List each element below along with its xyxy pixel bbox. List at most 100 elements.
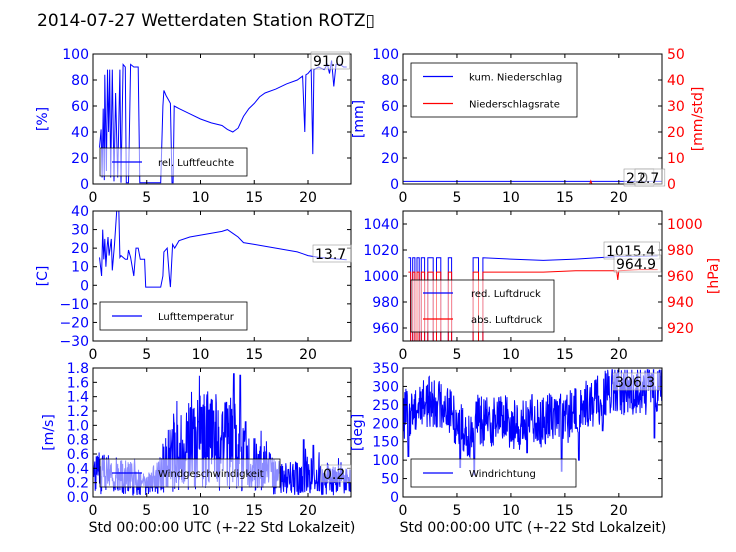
y-tick-label-pressure-2: 1000 [363,269,399,285]
panel-precipitation: 0 5 10 15 20 0 20 40 60 80 100 0 10 20 30 40 50 [mm] [mm/s… [351,47,706,206]
plot-frame-precipitation [402,53,663,185]
x-tick-label-precipitation-4: 20 [610,190,628,206]
x-tick-label-windspeed-1: 5 [142,503,151,519]
series-line-temperature-0 [99,211,347,288]
x-tick-label-temperature-0: 0 [89,347,98,363]
x-tick-label-winddirection-3: 15 [556,503,574,519]
last-value-label-precipitation-1: 2.7 [637,171,659,187]
panel-pressure: 0 5 10 15 20 960 980 1000 1020 1040 920 940 960 980 10… [363,210,722,363]
legend-winddirection: Windrichtung [410,458,577,488]
y-tick-label-winddirection-4: 200 [372,416,399,432]
y-tick-label-precipitation-5: 100 [372,47,399,63]
y-axis-label-precipitation: [mm] [351,100,367,138]
x-tick-label-humidity-0: 0 [89,190,98,206]
x-tick-label-humidity-2: 10 [192,190,210,206]
last-value-label-winddirection-0: 306.3 [615,375,655,391]
legend-label-winddirection-0: Windrichtung [469,469,536,480]
y2-axis-label-pressure: [hPa] [706,258,722,294]
y2-axis-label-precipitation: [mm/std] [690,87,706,152]
legend-label-pressure-1: abs. Luftdruck [471,315,542,326]
y2-tick-label-pressure-0: 920 [667,321,694,337]
x-tick-label-precipitation-0: 0 [399,190,408,206]
y-tick-label-pressure-1: 980 [372,295,399,311]
x-tick-label-precipitation-1: 5 [452,190,461,206]
legend-label-precipitation-1: Niederschlagsrate [469,100,560,111]
last-value-box-winddirection-0 [612,372,661,391]
y2-tick-label-precipitation-2: 20 [667,125,685,141]
y2-tick-label-precipitation-3: 30 [667,99,685,115]
y-tick-label-humidity-5: 100 [62,47,89,63]
x-tick-label-pressure-3: 15 [556,347,574,363]
x-tick-label-temperature-3: 15 [245,347,263,363]
y-tick-label-windspeed-8: 1.6 [67,375,89,391]
y2-tick-label-precipitation-1: 10 [667,151,685,167]
y-tick-label-temperature-2: −10 [59,297,89,313]
y-tick-label-humidity-1: 20 [71,151,89,167]
y-tick-label-windspeed-9: 1.8 [67,361,89,377]
last-value-box-precipitation-1 [634,168,666,187]
legend-windspeed: Windgeschwindigkeit [99,458,281,488]
y-tick-label-windspeed-7: 1.4 [67,390,89,406]
y-tick-label-windspeed-2: 0.4 [67,461,89,477]
legend-label-temperature-0: Lufttemperatur [158,312,235,323]
last-value-label-humidity-0: 91.0 [313,54,344,70]
legend-label-windspeed-0: Windgeschwindigkeit [158,469,264,480]
y-tick-label-winddirection-0: 0 [390,490,399,506]
plot-frame-windspeed [92,367,352,498]
y-tick-label-temperature-1: −20 [59,315,89,331]
legend-label-pressure-0: red. Luftdruck [471,289,541,300]
x-tick-label-winddirection-4: 20 [610,503,628,519]
y2-tick-label-precipitation-0: 0 [667,177,676,193]
y-tick-label-winddirection-7: 350 [372,361,399,377]
x-tick-label-windspeed-3: 15 [245,503,263,519]
legend-label-humidity-0: rel. Luftfeuchte [158,158,234,169]
x-tick-label-temperature-2: 10 [192,347,210,363]
last-value-label-windspeed-0: 0.2 [323,467,345,483]
y-tick-label-temperature-5: 20 [71,241,89,257]
y-tick-label-precipitation-1: 20 [381,151,399,167]
y-tick-label-windspeed-3: 0.6 [67,447,89,463]
series-line-precipitation-1 [403,179,662,184]
y-tick-label-precipitation-2: 40 [381,125,399,141]
y-tick-label-precipitation-4: 80 [381,73,399,89]
last-value-box-windspeed-0 [320,464,352,483]
last-value-label-pressure-1: 964.9 [616,257,656,273]
y2-tick-label-precipitation-4: 40 [667,73,685,89]
legend-pressure: red. Luftdruck abs. Luftdruck [410,279,555,333]
x-tick-label-temperature-4: 20 [299,347,317,363]
y2-tick-label-pressure-1: 940 [667,295,694,311]
y-tick-label-temperature-4: 10 [71,260,89,276]
y-axis-label-winddirection: [deg] [350,414,366,451]
last-value-box-humidity-0 [310,51,350,70]
panel-winddirection: 0 5 10 15 20050100150200250300350[deg]Windri… [350,361,663,519]
panel-humidity: 0 5 10 15 20 0 20 40 60 80 100 [%] rel. Luftfeuchte 9… [35,47,352,206]
y-tick-label-humidity-2: 40 [71,125,89,141]
legend-humidity: rel. Luftfeuchte [99,147,248,177]
y-tick-label-precipitation-0: 0 [390,177,399,193]
legend-temperature: Lufttemperatur [99,301,248,331]
x-tick-label-winddirection-2: 10 [502,503,520,519]
y-tick-label-pressure-3: 1020 [363,243,399,259]
last-value-box-temperature-0 [312,244,352,263]
legend-box-precipitation [410,62,578,118]
plot-frame-winddirection [402,367,663,498]
x-tick-label-pressure-2: 10 [502,347,520,363]
y-tick-label-windspeed-4: 0.8 [67,433,89,449]
series-line-pressure-1 [408,268,658,341]
legend-precipitation: kum. Niederschlag Niederschlagsrate [410,62,578,118]
x-tick-label-precipitation-3: 15 [556,190,574,206]
y2-tick-label-pressure-2: 960 [667,269,694,285]
y-tick-label-winddirection-1: 50 [381,472,399,488]
y-axis-label-humidity: [%] [35,107,51,131]
series-line-humidity-0 [99,60,347,184]
x-tick-label-windspeed-2: 10 [192,503,210,519]
y-tick-label-temperature-6: 30 [71,223,89,239]
x-tick-label-pressure-4: 20 [610,347,628,363]
x-axis-label-winddirection: Std 00:00:00 UTC (+-22 Std Lokalzeit) [400,520,667,536]
y-tick-label-winddirection-2: 100 [372,453,399,469]
figure-title: 2014-07-27 Wetterdaten Station ROTZ▯ [37,11,375,31]
y-tick-label-humidity-3: 60 [71,99,89,115]
last-value-box-pressure-1 [613,254,662,273]
y-tick-label-winddirection-3: 150 [372,435,399,451]
